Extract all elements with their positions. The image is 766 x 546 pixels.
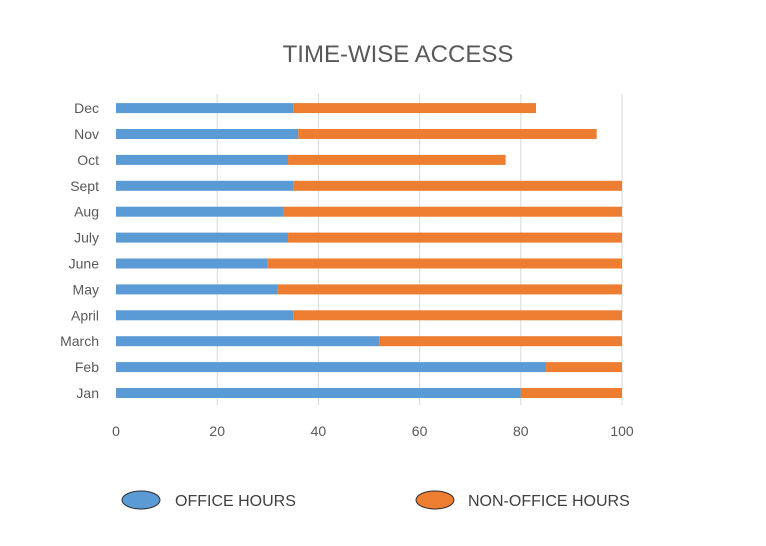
bar-non-office-hours [288, 154, 506, 165]
bar-non-office-hours [293, 180, 622, 191]
bar-office-hours [116, 180, 294, 191]
bar-office-hours [116, 258, 268, 269]
bar-non-office-hours [520, 388, 622, 398]
bar-office-hours [116, 206, 283, 217]
y-tick-label: Feb [75, 359, 99, 375]
bar-office-hours [116, 154, 289, 165]
x-axis-labels: 0 20 40 60 80 100 [112, 423, 634, 439]
y-tick-label: Oct [77, 152, 99, 168]
y-tick-label: Dec [74, 100, 99, 116]
legend-label-office-hours: OFFICE HOURS [175, 493, 296, 510]
bar-non-office-hours [277, 284, 622, 295]
bar-non-office-hours [288, 232, 622, 243]
legend-swatch-office-hours [121, 490, 161, 510]
y-tick-label: Jan [76, 385, 99, 401]
bars [116, 103, 622, 398]
grid [216, 94, 623, 405]
legend-swatch-non-office-hours [415, 490, 455, 510]
y-tick-label: Sept [70, 178, 99, 194]
bar-non-office-hours [379, 336, 622, 347]
y-tick-label: March [60, 333, 99, 349]
y-axis-labels: Jan Feb March April May June July Aug Sept Oct Nov… [60, 100, 99, 401]
bar-non-office-hours [546, 362, 622, 373]
bar-non-office-hours [267, 258, 622, 269]
legend-label-non-office-hours: NON-OFFICE HOURS [468, 493, 630, 510]
bar-office-hours [116, 129, 299, 139]
x-tick-label: 20 [209, 423, 225, 439]
bar-office-hours [116, 103, 294, 114]
y-tick-label: June [69, 256, 100, 272]
bar-office-hours [116, 284, 278, 295]
bar-office-hours [116, 388, 521, 398]
bar-office-hours [116, 362, 547, 373]
x-tick-label: 100 [610, 423, 634, 439]
bar-office-hours [116, 336, 380, 347]
x-tick-label: 0 [112, 423, 120, 439]
y-tick-label: April [71, 307, 99, 323]
bar-non-office-hours [293, 310, 622, 321]
y-tick-label: July [74, 230, 99, 246]
bar-office-hours [116, 310, 294, 321]
x-tick-label: 60 [412, 423, 428, 439]
chart-title: TIME-WISE ACCESS [283, 41, 514, 68]
y-tick-label: May [73, 281, 99, 297]
bar-non-office-hours [298, 129, 597, 139]
bar-non-office-hours [293, 103, 536, 114]
y-tick-label: Nov [74, 126, 99, 142]
legend: OFFICE HOURS NON-OFFICE HOURS [121, 490, 630, 510]
y-tick-label: Aug [74, 204, 99, 220]
x-tick-label: 40 [311, 423, 327, 439]
x-tick-label: 80 [513, 423, 529, 439]
bar-non-office-hours [282, 206, 622, 217]
bar-office-hours [116, 232, 289, 243]
